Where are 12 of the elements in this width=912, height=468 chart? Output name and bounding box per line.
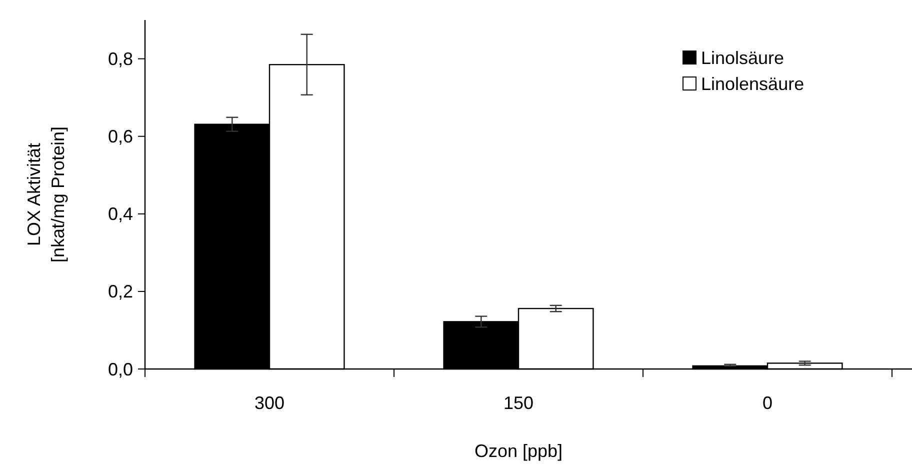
legend-label: Linolensäure <box>701 74 804 94</box>
y-axis-title: LOX Aktivität [nkat/mg Protein] <box>24 126 68 263</box>
y-tick-label: 0,2 <box>108 282 133 302</box>
y-tick-label: 0,6 <box>108 126 133 147</box>
x-tick-label: 0 <box>762 393 773 413</box>
x-tick-label: 300 <box>254 393 285 413</box>
y-tick-label: 0,8 <box>108 49 133 70</box>
x-axis-title: Ozon [ppb] <box>474 441 563 461</box>
y-tick-label: 0,4 <box>108 204 133 224</box>
legend-label: Linolsäure <box>701 48 784 68</box>
x-tick-label: 150 <box>503 393 534 413</box>
y-tick-label: 0,0 <box>108 359 133 380</box>
